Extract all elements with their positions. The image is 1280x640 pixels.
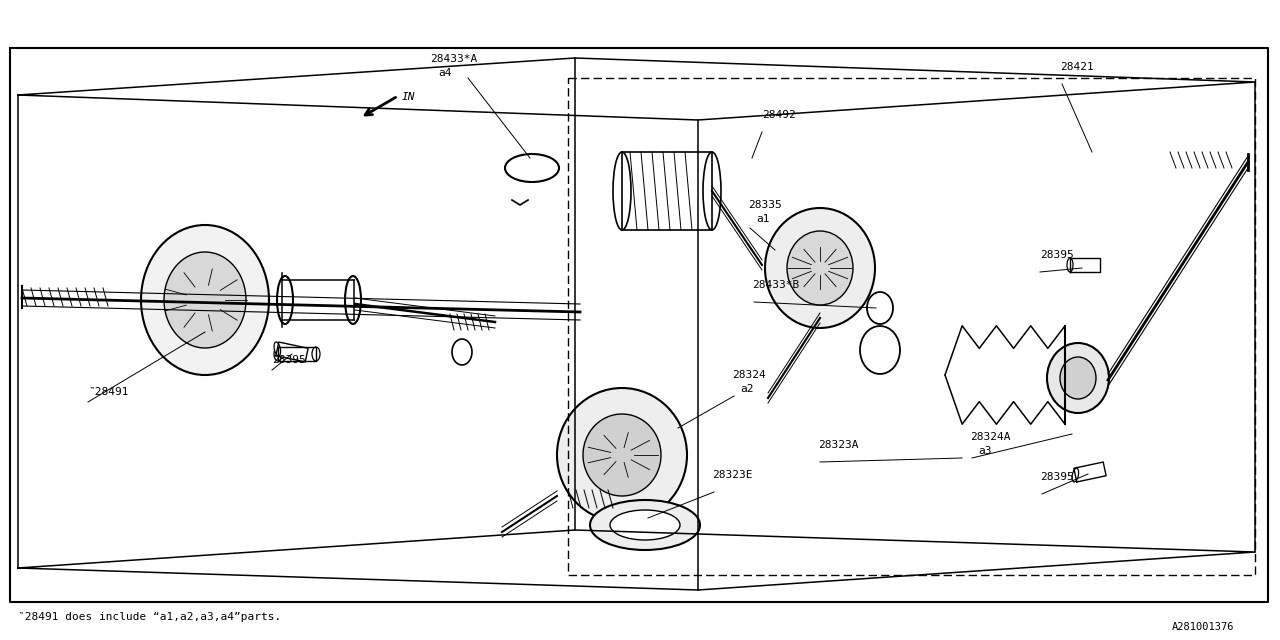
Ellipse shape: [1073, 468, 1079, 482]
Ellipse shape: [1060, 357, 1096, 399]
Text: 28395: 28395: [273, 355, 306, 365]
Polygon shape: [276, 342, 308, 362]
Text: a3: a3: [978, 446, 992, 456]
Text: ‶28491: ‶28491: [88, 387, 128, 397]
Ellipse shape: [582, 414, 660, 496]
Ellipse shape: [557, 388, 687, 522]
Text: 28433*B: 28433*B: [753, 280, 799, 290]
Ellipse shape: [765, 208, 876, 328]
Polygon shape: [1070, 258, 1100, 272]
Text: 28395: 28395: [1039, 250, 1074, 260]
Text: IN: IN: [402, 92, 416, 102]
Text: 28324A: 28324A: [970, 432, 1010, 442]
Ellipse shape: [703, 152, 721, 230]
Ellipse shape: [164, 252, 246, 348]
Text: a2: a2: [740, 384, 754, 394]
Text: 28323A: 28323A: [818, 440, 859, 450]
Polygon shape: [278, 347, 316, 361]
Ellipse shape: [787, 231, 852, 305]
Text: a1: a1: [756, 214, 769, 224]
Ellipse shape: [1047, 343, 1108, 413]
Ellipse shape: [274, 342, 280, 356]
Text: 28421: 28421: [1060, 62, 1093, 72]
Ellipse shape: [613, 152, 631, 230]
Polygon shape: [622, 152, 712, 230]
Text: 28335: 28335: [748, 200, 782, 210]
Ellipse shape: [141, 225, 269, 375]
Text: 28492: 28492: [762, 110, 796, 120]
Text: 28433*A: 28433*A: [430, 54, 477, 64]
Text: 28324: 28324: [732, 370, 765, 380]
Text: A281001376: A281001376: [1172, 622, 1234, 632]
Ellipse shape: [590, 500, 700, 550]
Ellipse shape: [611, 510, 680, 540]
Text: a4: a4: [438, 68, 452, 78]
Ellipse shape: [1068, 258, 1073, 272]
Polygon shape: [1074, 462, 1106, 482]
Text: ‶28491 does include “a1,a2,a3,a4”parts.: ‶28491 does include “a1,a2,a3,a4”parts.: [18, 612, 282, 622]
Text: 28395: 28395: [1039, 472, 1074, 482]
Text: 28323E: 28323E: [712, 470, 753, 480]
